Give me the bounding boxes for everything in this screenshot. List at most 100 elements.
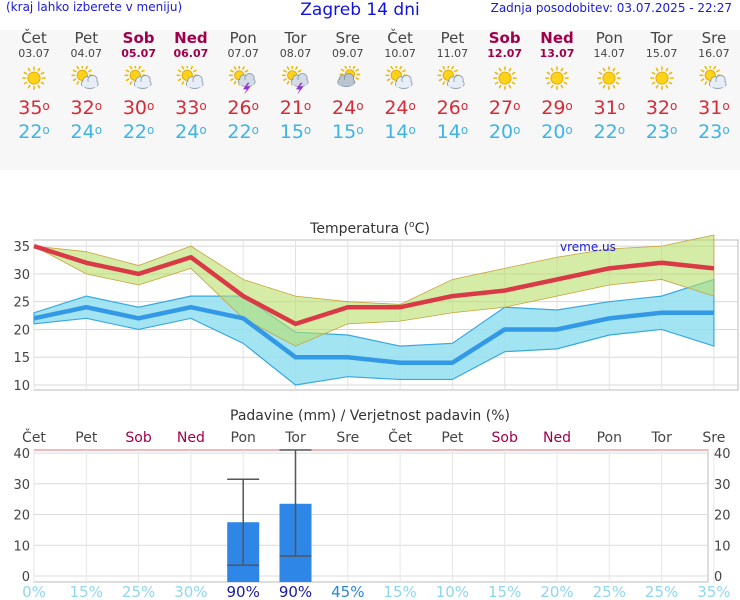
day-column: Sob 05.07 30o 22o — [113, 30, 165, 144]
day-name: Čet — [21, 29, 47, 47]
temp-min: 22o — [227, 121, 259, 143]
precip-probability: 90% — [279, 583, 312, 600]
temp-max: 31o — [698, 97, 730, 119]
temp-min: 24o — [70, 121, 103, 143]
temp-min: 20o — [488, 121, 521, 143]
sun-cloud-icon — [176, 66, 204, 89]
precip-day-label: Pet — [441, 430, 464, 446]
day-date: 07.07 — [227, 47, 259, 60]
temp-y-tick: 35 — [13, 240, 30, 255]
precip-day-label: Ned — [177, 430, 205, 446]
day-name: Tor — [284, 29, 307, 47]
precip-probability: 0% — [22, 583, 46, 600]
precip-probability: 25% — [593, 583, 626, 600]
day-column: Ned 13.07 29o 20o — [531, 30, 583, 144]
temp-max: 32o — [645, 97, 678, 119]
temp-max: 31o — [593, 97, 626, 119]
day-date: 14.07 — [593, 47, 626, 60]
sun-icon — [493, 66, 517, 90]
temp-max: 29o — [541, 97, 573, 119]
last-update: Zadnja posodobitev: 03.07.2025 - 22:27 — [490, 1, 732, 15]
precip-probability: 15% — [488, 583, 521, 600]
day-name: Pet — [74, 29, 99, 47]
temp-y-tick: 25 — [13, 296, 30, 311]
sun-cloud-icon — [437, 66, 465, 89]
precip-y-tick-left: 0 — [22, 570, 30, 585]
cloud-sun-icon — [337, 66, 360, 87]
day-name: Sob — [488, 29, 521, 47]
day-column: Sre 16.07 31o 23o — [688, 30, 740, 144]
precip-chart-title: Padavine (mm) / Verjetnost padavin (%) — [230, 408, 510, 424]
temp-max: 26o — [227, 97, 259, 119]
watermark: vreme.us — [560, 240, 616, 254]
max-temp-line — [33, 243, 715, 327]
precip-probability: 45% — [331, 583, 364, 600]
precip-y-tick-left: 20 — [13, 509, 30, 524]
precip-y-tick-right: 30 — [714, 478, 731, 493]
sun-cloud-icon — [124, 66, 152, 89]
precip-day-label: Ned — [543, 430, 571, 446]
temp-min: 15o — [332, 121, 364, 143]
temp-min: 23o — [645, 121, 678, 143]
day-column: Pon 07.07 26o 22o — [217, 30, 269, 144]
day-column: Čet 10.07 24o 14o — [374, 30, 426, 144]
temp-min: 15o — [279, 121, 312, 143]
sun-cloud-icon — [699, 66, 727, 89]
precip-y-tick-right: 0 — [714, 570, 722, 585]
precip-probability: 10% — [436, 583, 469, 600]
temp-min: 14o — [436, 121, 469, 143]
precip-day-label: Tor — [284, 430, 306, 446]
day-date: 12.07 — [487, 47, 523, 60]
precip-y-tick-left: 10 — [13, 539, 30, 554]
day-date: 09.07 — [332, 47, 364, 60]
day-name: Pon — [595, 29, 623, 47]
day-name: Pon — [229, 29, 257, 47]
temp-max: 35o — [18, 97, 50, 119]
temp-min: 22o — [122, 121, 155, 143]
precip-day-label: Pon — [231, 430, 256, 446]
day-date: 06.07 — [173, 47, 209, 60]
day-date: 16.07 — [698, 47, 730, 60]
temp-max: 27o — [488, 97, 521, 119]
precip-day-label: Pet — [75, 430, 98, 446]
precip-probability: 90% — [227, 583, 260, 600]
day-date: 15.07 — [645, 47, 678, 60]
precip-probability: 20% — [540, 583, 573, 600]
precip-y-tick-left: 40 — [13, 447, 30, 462]
day-column: Tor 08.07 21o 15o — [270, 30, 322, 144]
day-name: Tor — [650, 29, 673, 47]
precip-day-label: Čet — [388, 428, 412, 446]
min-temp-line — [33, 304, 714, 366]
precip-day-label: Čet — [22, 428, 46, 446]
precip-day-label: Pon — [597, 430, 622, 446]
forecast-days: Čet 03.07 35o 22o Pet 04.07 32o 24o Sob 05.07 30… — [0, 30, 740, 170]
precip-y-tick-left: 30 — [13, 478, 30, 493]
day-column: Tor 15.07 32o 23o — [636, 30, 688, 144]
max-temp-band — [33, 234, 715, 347]
day-column: Pet 04.07 32o 24o — [60, 30, 112, 144]
precip-day-label: Sob — [492, 430, 518, 446]
day-date: 05.07 — [121, 47, 156, 60]
sun-icon — [597, 66, 621, 90]
day-column: Ned 06.07 33o 24o — [165, 30, 217, 144]
precip-y-tick-right: 40 — [714, 447, 731, 462]
sun-cloud-icon — [385, 66, 413, 89]
precip-y-tick-right: 20 — [714, 509, 731, 524]
day-column: Čet 03.07 35o 22o — [8, 30, 60, 144]
day-name: Pet — [440, 29, 465, 47]
temp-min: 20o — [541, 121, 573, 143]
precip-probability: 15% — [70, 583, 103, 600]
page-title: Zagreb 14 dni — [300, 0, 420, 20]
precip-probability: 15% — [383, 583, 416, 600]
temp-max: 21o — [279, 97, 312, 119]
temp-chart-title: Temperatura (oC) — [309, 220, 430, 237]
temp-max: 26o — [436, 97, 469, 119]
day-column: Pon 14.07 31o 22o — [583, 30, 635, 144]
temp-max: 24o — [332, 97, 364, 119]
precip-probability: 30% — [174, 583, 207, 600]
temp-max: 32o — [70, 97, 103, 119]
temp-min: 22o — [18, 121, 50, 143]
precip-y-tick-right: 10 — [714, 539, 731, 554]
sun-icon — [22, 66, 46, 90]
